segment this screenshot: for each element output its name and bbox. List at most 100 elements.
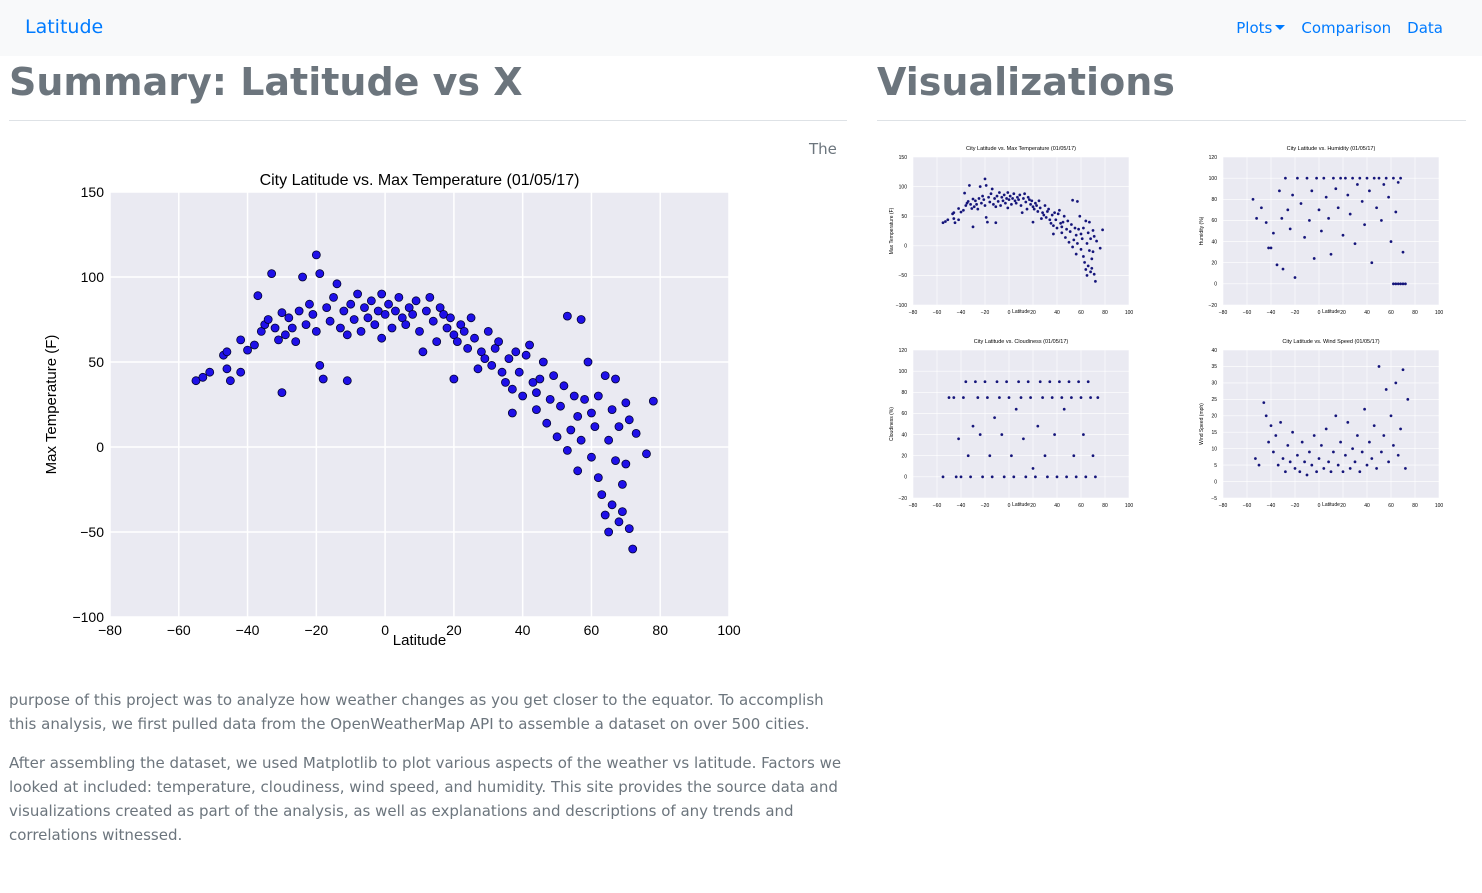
summary-paragraph-2: After assembling the dataset, we used Ma… bbox=[9, 754, 842, 844]
thumb-temperature-point bbox=[1053, 211, 1057, 215]
thumb-temperature-x-tick-label: 100 bbox=[1125, 310, 1134, 316]
thumb-temperature-point bbox=[994, 221, 998, 225]
thumb-temperature-point bbox=[972, 205, 976, 209]
thumb-wind-point bbox=[1387, 460, 1391, 464]
plots-label: Plots bbox=[1236, 19, 1273, 37]
thumb-humidity-point bbox=[1281, 267, 1285, 271]
thumb-cloudiness-point bbox=[1079, 396, 1083, 399]
thumb-wind-point bbox=[1339, 440, 1343, 444]
thumb-wind-point bbox=[1254, 457, 1257, 460]
thumb-temperature-point bbox=[957, 207, 960, 210]
thumb-cloudiness-point bbox=[1031, 466, 1035, 470]
main-chart-point bbox=[253, 291, 263, 301]
thumb-wind-point bbox=[1379, 450, 1383, 454]
thumb-wind-point bbox=[1310, 463, 1314, 467]
main-chart-point bbox=[614, 422, 624, 432]
thumb-temperature-plot-area bbox=[913, 157, 1129, 305]
thumb-humidity-point bbox=[1379, 219, 1383, 222]
thumb-temperature-point bbox=[1084, 268, 1088, 271]
main-chart-point bbox=[449, 330, 459, 340]
thumb-cloudiness-point bbox=[1043, 454, 1047, 458]
main-chart-point bbox=[425, 292, 435, 302]
thumb-temperature-point bbox=[1031, 205, 1035, 209]
comparison-link[interactable]: Comparison bbox=[1301, 19, 1392, 37]
thumb-wind-x-tick-label: 20 bbox=[1340, 503, 1346, 509]
thumb-temperature-point bbox=[983, 204, 987, 207]
thumb-temperature-point bbox=[981, 194, 984, 198]
thumb-temperature-point bbox=[1095, 239, 1099, 243]
thumb-humidity-point bbox=[1334, 187, 1338, 191]
main-chart-point bbox=[428, 316, 438, 326]
main-chart-point bbox=[404, 303, 414, 313]
thumb-humidity-x-tick-label: −40 bbox=[1267, 310, 1276, 316]
thumb-temperature-point bbox=[1049, 221, 1053, 225]
thumb-cloudiness-point bbox=[1017, 380, 1021, 384]
brand-link[interactable]: Latitude bbox=[25, 16, 104, 38]
thumb-temperature-point bbox=[1044, 215, 1048, 219]
thumb-temperature-point bbox=[1059, 221, 1063, 225]
thumb-temperature-point bbox=[1074, 252, 1078, 256]
plots-dropdown[interactable]: Plots bbox=[1236, 19, 1286, 37]
main-chart-point bbox=[336, 323, 345, 333]
thumb-cloudiness-point bbox=[1050, 396, 1054, 399]
thumb-cloudiness-plot-area bbox=[913, 350, 1129, 498]
thumb-humidity-point bbox=[1375, 206, 1379, 210]
thumb-wind-point bbox=[1286, 443, 1290, 447]
thumb-humidity-point bbox=[1346, 193, 1350, 197]
thumb-wind-point bbox=[1355, 434, 1359, 437]
main-chart-point bbox=[339, 306, 349, 316]
thumb-temperature-point bbox=[946, 218, 950, 222]
thumb-cloudiness-point bbox=[1012, 475, 1016, 479]
thumb-wind-point bbox=[1348, 466, 1352, 470]
main-chart-point bbox=[648, 396, 658, 406]
main-chart-x-axis-label: Latitude bbox=[393, 632, 446, 649]
thumb-temperature-y-tick-label: 50 bbox=[901, 214, 907, 220]
main-chart-point bbox=[356, 326, 366, 336]
main-chart-point bbox=[315, 269, 325, 278]
thumb-temperature-point bbox=[1086, 264, 1090, 268]
thumb-humidity-point bbox=[1396, 282, 1400, 286]
thumb-temperature-point bbox=[976, 207, 980, 211]
main-chart-point bbox=[370, 320, 380, 330]
thumb-cloudiness-point bbox=[1024, 475, 1028, 479]
thumb-wind-point bbox=[1375, 466, 1379, 470]
main-chart-point bbox=[604, 527, 614, 537]
thumb-cloudiness-point bbox=[1091, 454, 1095, 458]
thumb-temperature-x-tick-label: −20 bbox=[981, 310, 990, 316]
thumb-wind-point bbox=[1396, 453, 1400, 457]
thumb-temperature-point bbox=[1085, 273, 1089, 277]
thumb-temperature-point bbox=[1092, 234, 1096, 238]
main-chart-point bbox=[346, 299, 356, 309]
thumb-humidity-point bbox=[1336, 206, 1340, 210]
thumb-wind-point bbox=[1389, 414, 1393, 418]
main-chart-point bbox=[342, 376, 352, 386]
thumb-temperature-point bbox=[1006, 206, 1010, 210]
main-chart-point bbox=[291, 337, 301, 347]
thumb-humidity-x-axis-label: Latitude bbox=[1322, 309, 1340, 315]
main-chart-point bbox=[198, 372, 208, 382]
thumb-humidity-point bbox=[1382, 183, 1386, 186]
main-chart-point bbox=[308, 309, 318, 319]
main-chart-point bbox=[569, 391, 579, 401]
main-chart-point bbox=[225, 376, 235, 386]
thumb-cloudiness-point bbox=[957, 437, 960, 441]
thumb-wind-point bbox=[1303, 460, 1306, 464]
thumb-wind-point bbox=[1271, 450, 1275, 454]
thumb-humidity-point bbox=[1322, 176, 1326, 180]
thumb-humidity-point bbox=[1255, 216, 1258, 220]
thumb-cloudiness-x-tick-label: 40 bbox=[1054, 503, 1060, 509]
thumb-wind-x-tick-label: −40 bbox=[1267, 503, 1276, 509]
thumb-humidity-y-axis-label: Humidity (%) bbox=[1199, 216, 1205, 245]
main-chart-point bbox=[263, 315, 273, 324]
thumb-cloudiness-x-tick-label: 60 bbox=[1078, 503, 1084, 509]
thumb-wind-point bbox=[1399, 427, 1403, 431]
thumb-humidity-point bbox=[1288, 227, 1292, 231]
thumb-temperature-x-tick-label: −40 bbox=[957, 310, 966, 316]
thumb-cloudiness-point bbox=[1033, 475, 1037, 479]
data-link[interactable]: Data bbox=[1407, 19, 1443, 37]
main-chart-point bbox=[473, 364, 483, 374]
thumb-cloudiness-point bbox=[1067, 380, 1071, 384]
thumb-wind-point bbox=[1365, 463, 1369, 467]
thumb-temperature-point bbox=[1090, 257, 1094, 261]
summary-divider bbox=[9, 120, 847, 121]
